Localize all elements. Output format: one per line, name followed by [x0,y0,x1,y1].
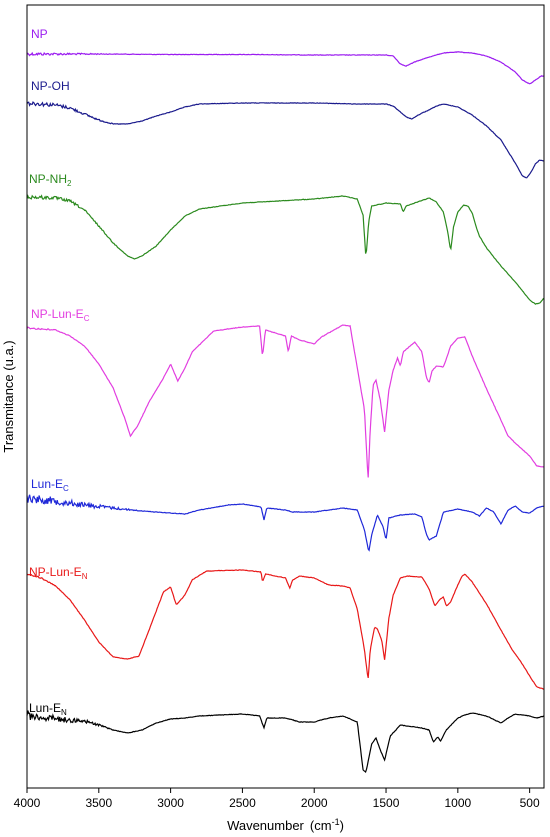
x-tick-label: 1500 [373,796,400,810]
series-label-text: NP-NH [29,172,67,186]
series-label-lun-ec: Lun-EC [31,477,69,493]
series-label-text: NP-Lun-E [31,307,84,321]
x-tick-label: 3000 [157,796,184,810]
x-axis-title-main: Wavenumber [227,818,304,833]
series-label-text: NP [31,27,48,41]
series-line-np-oh [26,101,545,179]
x-axis-title-unit: cm [314,818,331,833]
series-label-np-lun-ec: NP-Lun-EC [31,307,90,323]
series-label-subscript: 2 [67,179,72,188]
series-labels-group: NPNP-OHNP-NH2NP-Lun-ECLun-ECNP-Lun-ENLun… [29,27,90,717]
series-group [26,51,545,774]
series-label-np: NP [31,27,48,41]
x-tick-label: 4000 [14,796,41,810]
x-tick-label: 3500 [85,796,112,810]
series-label-text: NP-OH [31,79,70,93]
plot-area-frame [26,4,545,789]
series-label-subscript: N [82,572,88,581]
series-label-subscript: C [84,314,90,323]
series-line-lun-en [26,710,545,774]
x-tick-label: 1000 [444,796,471,810]
y-axis-title: Transmitance (u.a.) [1,340,16,452]
series-label-subscript: N [61,708,67,717]
series-label-text: Lun-E [31,477,63,491]
series-label-np-lun-en: NP-Lun-EN [29,565,88,581]
series-label-np-nh2: NP-NH2 [29,172,72,188]
series-line-np-lun-en [26,569,545,690]
x-axis-title: Wavenumber (cm-1) [227,817,344,833]
x-tick-label: 500 [520,796,540,810]
series-line-np-nh2 [26,194,545,305]
series-label-text: NP-Lun-E [29,565,82,579]
series-line-lun-ec [26,494,545,552]
series-line-np [26,51,545,85]
series-label-subscript: C [63,484,69,493]
x-tick-label: 2500 [229,796,256,810]
series-label-lun-en: Lun-EN [29,701,67,717]
x-tick-label: 2000 [301,796,328,810]
series-line-np-lun-ec [26,324,544,478]
series-label-np-oh: NP-OH [31,79,70,93]
series-label-text: Lun-E [29,701,61,715]
x-axis: 4000 3500 3000 2500 2000 1500 1000 500 [14,788,540,810]
x-axis-title-unit-exponent: -1 [332,817,340,827]
